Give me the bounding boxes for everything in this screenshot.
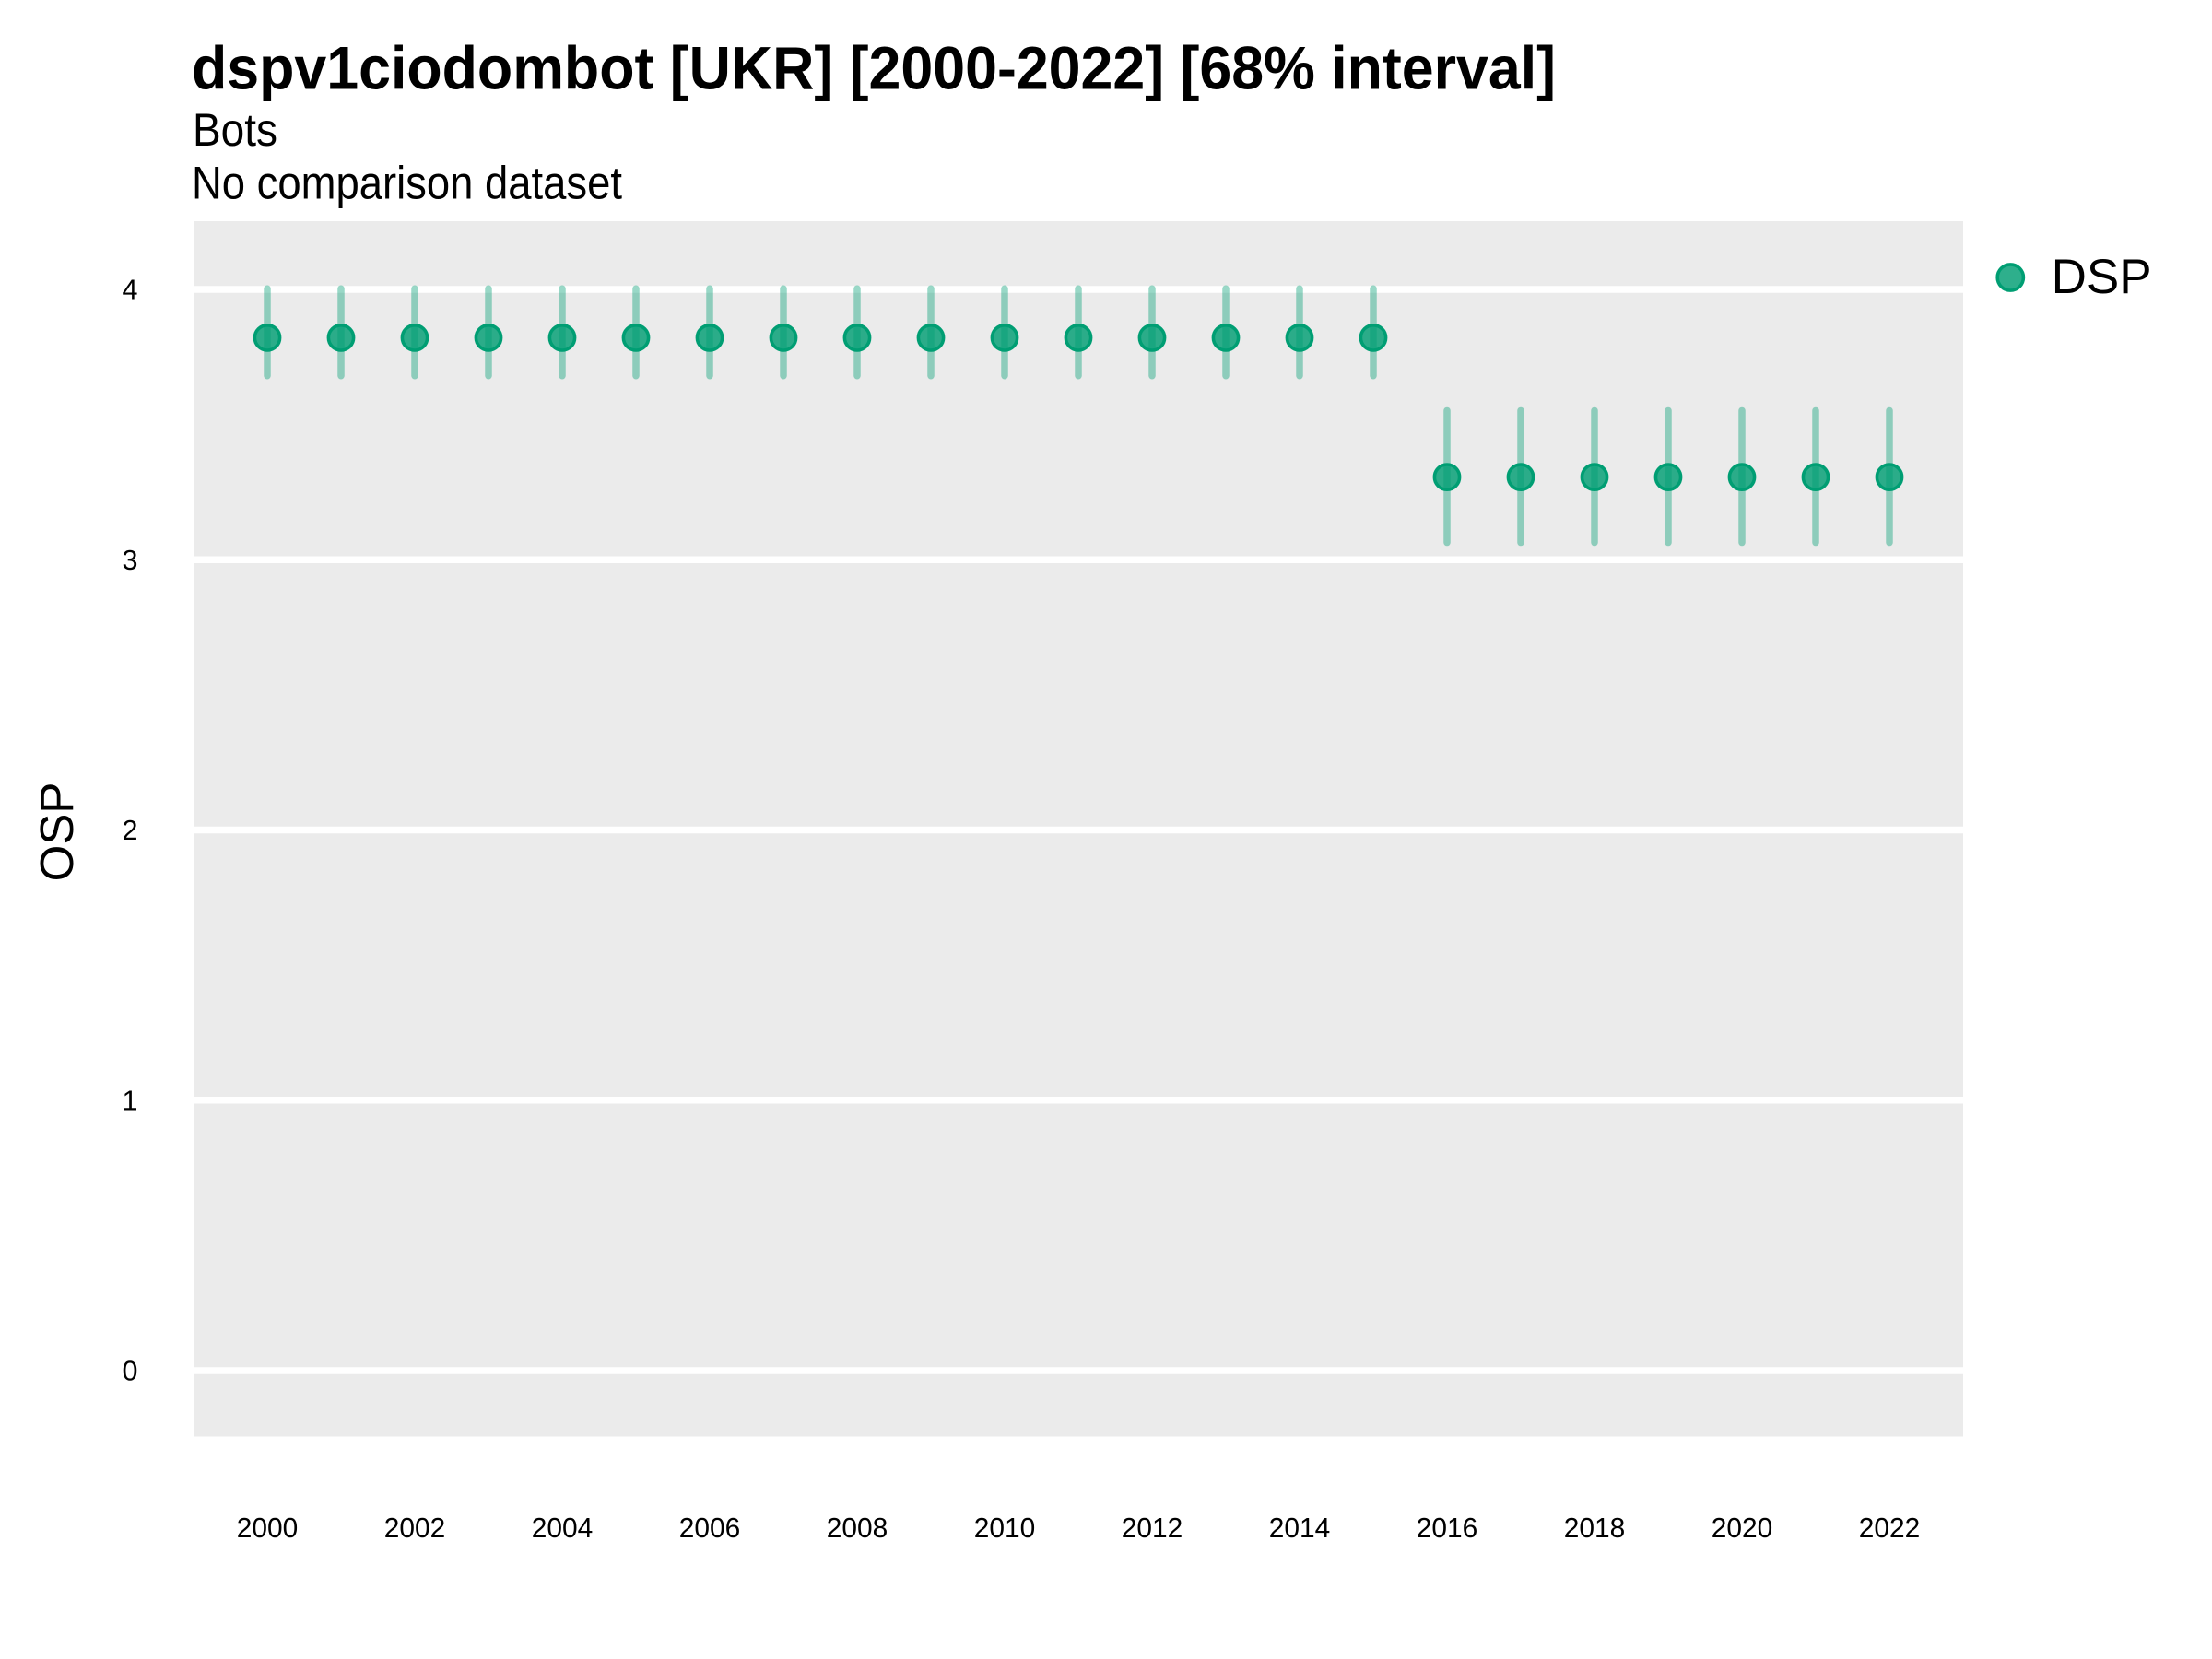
- svg-text:No comparison dataset: No comparison dataset: [192, 158, 622, 209]
- svg-text:dspv1ciodombot [UKR] [2000-202: dspv1ciodombot [UKR] [2000-2022] [68% in…: [192, 34, 1556, 102]
- svg-text:2002: 2002: [384, 1512, 446, 1544]
- svg-text:2: 2: [123, 814, 138, 846]
- svg-text:0: 0: [123, 1355, 138, 1387]
- svg-text:2006: 2006: [679, 1512, 741, 1544]
- svg-text:1: 1: [123, 1084, 138, 1116]
- svg-text:2014: 2014: [1269, 1512, 1331, 1544]
- svg-text:2016: 2016: [1417, 1512, 1478, 1544]
- svg-text:OSP: OSP: [30, 782, 83, 882]
- svg-text:2020: 2020: [1712, 1512, 1773, 1544]
- svg-text:2000: 2000: [237, 1512, 299, 1544]
- svg-text:2010: 2010: [974, 1512, 1036, 1544]
- svg-text:2022: 2022: [1859, 1512, 1921, 1544]
- svg-text:3: 3: [123, 544, 138, 576]
- svg-text:2012: 2012: [1122, 1512, 1183, 1544]
- svg-text:DSP: DSP: [2052, 250, 2152, 304]
- svg-text:2004: 2004: [532, 1512, 594, 1544]
- svg-text:2018: 2018: [1564, 1512, 1626, 1544]
- svg-text:2008: 2008: [827, 1512, 888, 1544]
- svg-text:4: 4: [123, 274, 138, 306]
- svg-text:Bots: Bots: [193, 104, 277, 156]
